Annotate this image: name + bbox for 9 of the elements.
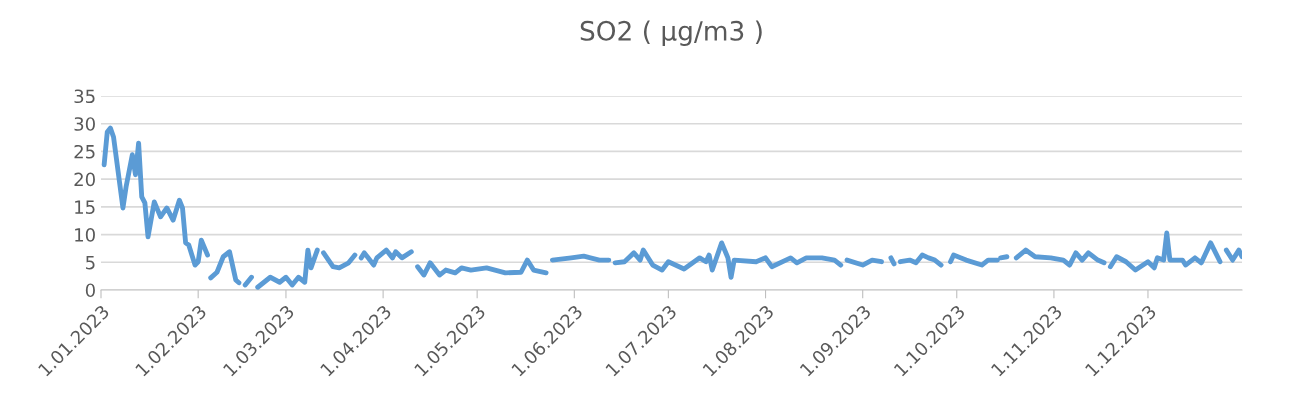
y-tick-label: 30 — [74, 117, 95, 131]
y-tick-label: 25 — [74, 144, 95, 159]
y-tick-label: 35 — [74, 89, 95, 104]
y-tick-label: 5 — [86, 255, 95, 270]
y-tick-label: 0 — [85, 283, 95, 298]
y-tick-label: 20 — [74, 172, 95, 187]
chart-title: SO2 ( µg/m3 ) — [580, 20, 762, 46]
y-tick-label: 10 — [75, 228, 95, 242]
y-tick-label: 15 — [75, 200, 95, 214]
